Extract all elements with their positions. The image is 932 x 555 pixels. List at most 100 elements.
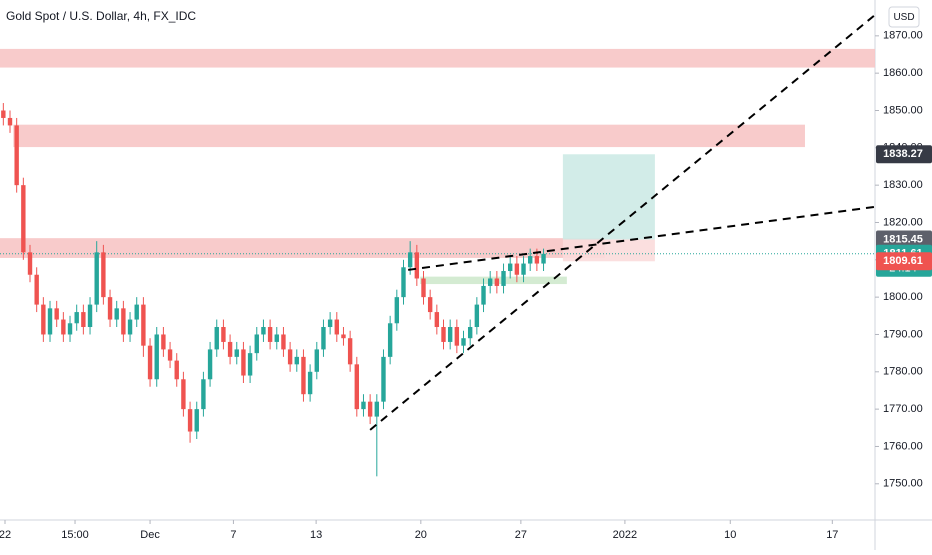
candle-body — [201, 379, 206, 410]
price-label-text: 1838.27 — [883, 148, 923, 160]
candle-body — [521, 263, 526, 275]
candle-body — [221, 327, 226, 342]
candle-body — [87, 304, 93, 328]
candle-body — [67, 323, 73, 335]
y-tick-label: 1830.00 — [883, 179, 923, 191]
candle-body — [34, 274, 39, 305]
candle-body — [334, 319, 339, 335]
candle-body — [407, 252, 413, 268]
x-tick-label: 7 — [230, 529, 236, 541]
candle-body — [421, 278, 426, 298]
candle-body — [434, 312, 440, 328]
y-tick-label: 1790.00 — [883, 328, 923, 340]
candle-body — [194, 409, 199, 432]
candle-body — [387, 323, 393, 357]
x-tick-label: 2022 — [613, 529, 637, 541]
trend-line — [408, 205, 876, 271]
candle-body — [494, 278, 500, 286]
candle-body — [367, 401, 373, 417]
candle-body — [361, 401, 366, 410]
candle-body — [501, 271, 506, 286]
candle-body — [347, 338, 353, 365]
x-tick-label: 15:00 — [61, 529, 89, 541]
candle-body — [314, 349, 319, 372]
x-tick-label: Dec — [140, 529, 160, 541]
candle-body — [528, 256, 533, 264]
x-tick-label: 20 — [415, 529, 427, 541]
y-tick-label: 1770.00 — [883, 403, 923, 415]
candle-body — [354, 364, 360, 410]
candle-body — [514, 263, 520, 275]
candle-body — [234, 349, 239, 357]
candle-body — [454, 327, 460, 346]
candle-body — [321, 327, 326, 350]
candle-body — [447, 327, 453, 342]
x-tick-label: 13 — [310, 529, 322, 541]
price-label — [876, 230, 932, 249]
candle-body — [74, 312, 79, 324]
candle-body — [81, 312, 86, 328]
candle-body — [381, 356, 386, 402]
zone — [13, 124, 805, 148]
candle-body — [294, 356, 299, 365]
candle-body — [541, 253, 546, 264]
candle-body — [101, 252, 106, 298]
candle-body — [174, 360, 179, 380]
candle-body — [307, 371, 313, 395]
candle-body — [287, 349, 293, 365]
zone — [562, 239, 655, 262]
price-label — [876, 145, 932, 164]
candle-body — [161, 334, 166, 350]
x-tick-label: 10 — [724, 529, 736, 541]
candle-body — [207, 349, 213, 380]
candle-body — [267, 327, 273, 342]
zone — [0, 48, 875, 68]
candle-body — [261, 327, 266, 335]
candle-body — [41, 304, 46, 335]
candle-body — [187, 409, 193, 432]
candle-body — [107, 297, 113, 320]
candle-body — [181, 379, 186, 410]
candle-body — [374, 401, 380, 417]
candle-body — [1, 110, 6, 118]
candle-body — [427, 297, 433, 313]
candle-body — [441, 327, 446, 342]
candle-body — [147, 345, 153, 380]
zone — [420, 276, 567, 285]
candle-body — [214, 327, 219, 350]
candle-body — [94, 252, 99, 305]
candle-body — [127, 319, 133, 335]
currency: USD — [893, 12, 914, 23]
candle-body — [474, 304, 480, 328]
currency-box[interactable] — [888, 6, 920, 28]
candle-body — [401, 267, 406, 298]
candle-body — [141, 304, 146, 346]
x-tick-label: 27 — [515, 529, 527, 541]
candle-body — [247, 353, 253, 376]
chart-title: Gold Spot / U.S. Dollar, 4h, FX_IDC — [6, 9, 196, 23]
candle-body — [227, 341, 233, 357]
candle-body — [241, 349, 246, 376]
candle-body — [507, 263, 513, 272]
candle-body — [27, 252, 33, 275]
trend-line — [369, 14, 876, 431]
candle-body — [14, 125, 19, 186]
candle-body — [21, 185, 26, 253]
candle-body — [481, 285, 486, 305]
y-tick-label: 1780.00 — [883, 366, 923, 378]
candle-body — [467, 327, 473, 339]
zone — [0, 238, 605, 258]
candle-body — [254, 334, 259, 354]
price-label-text: 1809.61 — [883, 255, 923, 267]
candle-body — [7, 117, 13, 126]
candle-body — [167, 349, 173, 361]
candle-body — [414, 252, 420, 279]
y-tick-label: 1860.00 — [883, 67, 923, 79]
candle-body — [341, 334, 346, 339]
y-tick-label: 1800.00 — [883, 291, 923, 303]
candle-body — [54, 308, 59, 320]
y-tick-label: 1750.00 — [883, 478, 923, 490]
y-tick-label: 1760.00 — [883, 440, 923, 452]
candle-body — [121, 308, 126, 335]
candle-body — [327, 319, 333, 328]
